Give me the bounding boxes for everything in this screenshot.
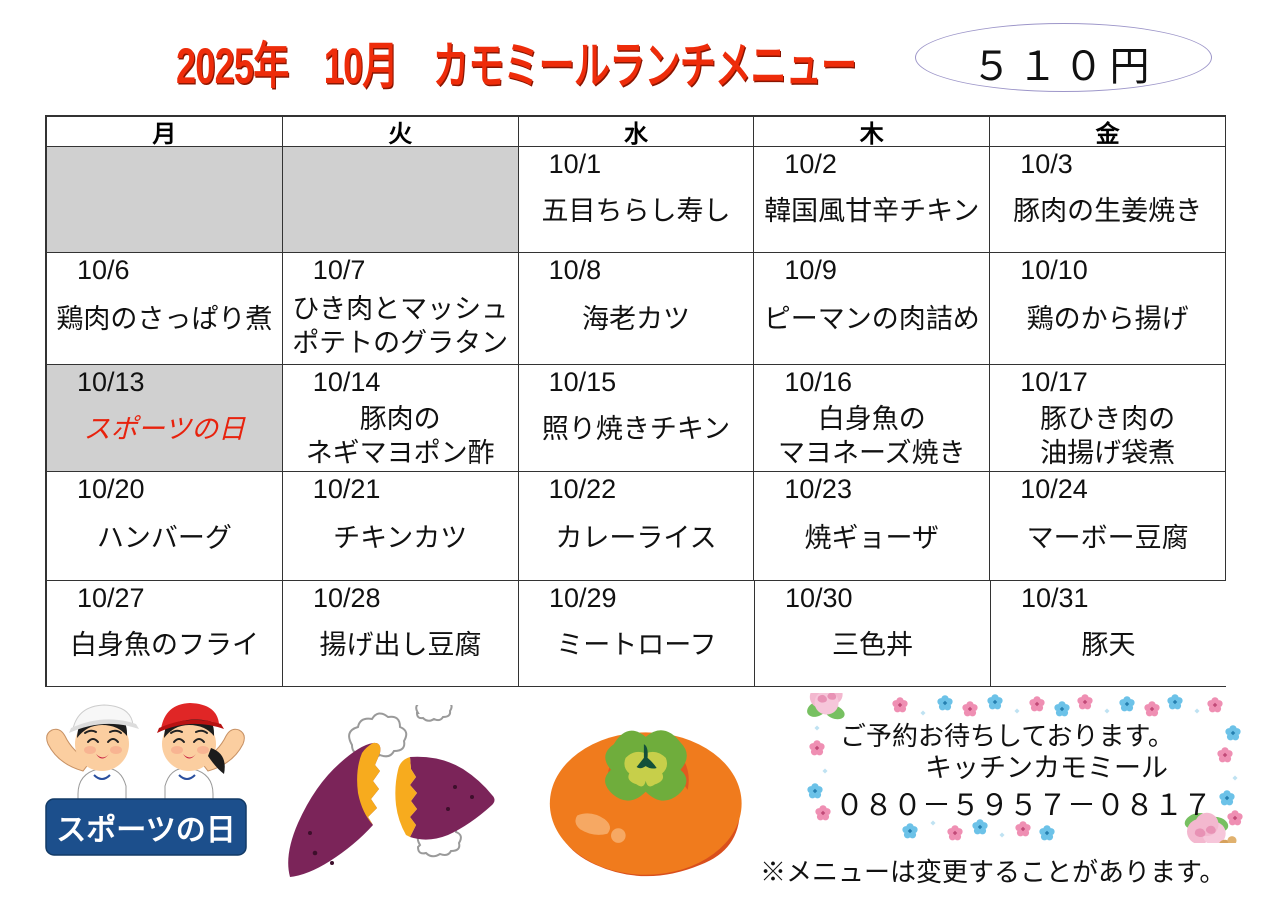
- svg-text:ご予約お待ちしております。: ご予約お待ちしております。: [840, 721, 1174, 751]
- svg-text:０８０－５９５７－０８１７: ０８０－５９５７－０８１７: [835, 790, 1212, 822]
- svg-text:キッチンカモミール: キッチンカモミール: [925, 753, 1168, 783]
- svg-text:スポーツの日: スポーツの日: [56, 814, 235, 847]
